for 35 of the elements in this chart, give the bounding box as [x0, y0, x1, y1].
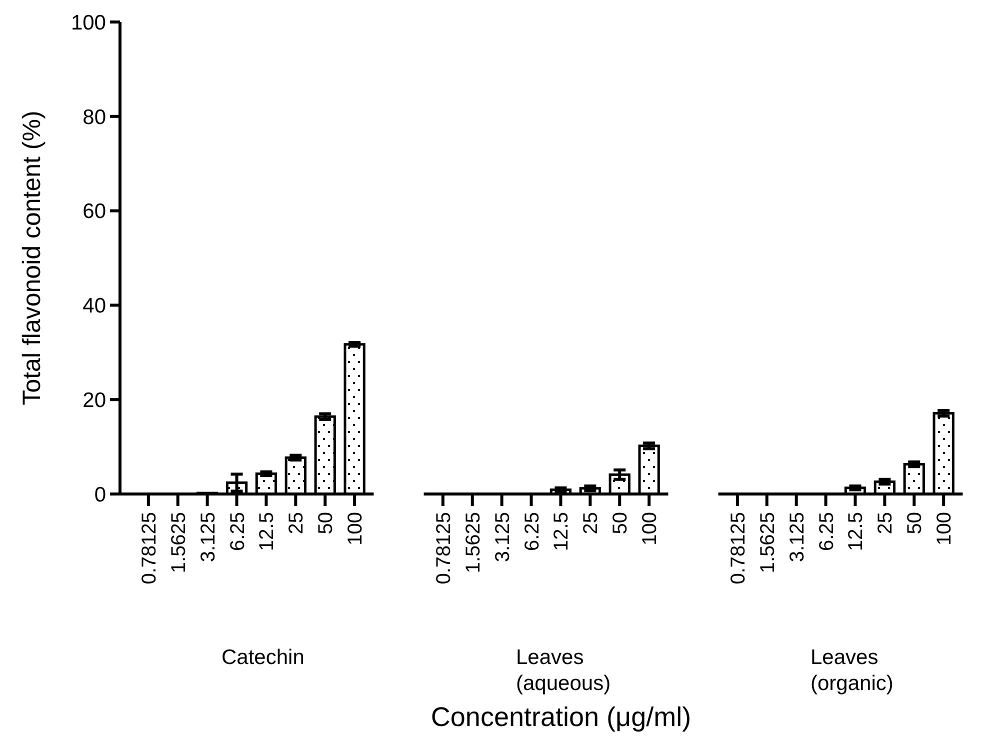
x-tick-label: 100 — [344, 512, 367, 546]
y-tick-label: 80 — [82, 106, 106, 129]
x-tick-label: 100 — [639, 512, 662, 546]
x-tick-label: 0.78125 — [727, 512, 750, 584]
y-tick-label: 0 — [94, 483, 106, 506]
x-tick-label: 1.5625 — [756, 512, 779, 574]
x-tick-label: 1.5625 — [168, 512, 190, 574]
text: Leaves (organic) — [810, 646, 894, 695]
x-tick-label: 6.25 — [521, 512, 544, 551]
x-tick-label: 1.5625 — [462, 512, 484, 574]
x-tick-label: 50 — [315, 512, 338, 534]
x-tick-label: 3.125 — [492, 512, 514, 562]
x-tick-label: 12.5 — [845, 512, 868, 551]
x-tick-label: 3.125 — [197, 512, 220, 562]
text: Leaves (aqueous) — [516, 646, 611, 695]
x-tick-label: 0.78125 — [138, 512, 160, 584]
text: Catechin — [221, 646, 304, 669]
x-tick-label: 25 — [286, 512, 308, 534]
x-tick-label: 25 — [580, 512, 602, 534]
x-tick-label: 6.25 — [816, 512, 838, 551]
x-tick-label: 0.78125 — [432, 512, 455, 584]
x-axis-title: Concentration (μg/ml) — [430, 702, 692, 732]
y-tick-label: 20 — [82, 388, 106, 412]
x-tick-label: 50 — [904, 512, 926, 534]
y-tick-label: 40 — [82, 294, 106, 318]
y-tick-label: 60 — [82, 200, 106, 224]
x-tick-label: 12.5 — [550, 512, 573, 551]
x-tick-label: 25 — [874, 512, 897, 534]
x-tick-label: 6.25 — [226, 512, 249, 551]
y-tick-label: 100 — [70, 11, 106, 34]
x-tick-label: 100 — [934, 512, 956, 546]
x-tick-label: 50 — [610, 512, 632, 534]
x-tick-label: 12.5 — [256, 512, 278, 551]
x-tick-label: 3.125 — [786, 512, 808, 562]
y-axis-title: Total flavonoid content (%) — [18, 110, 46, 406]
